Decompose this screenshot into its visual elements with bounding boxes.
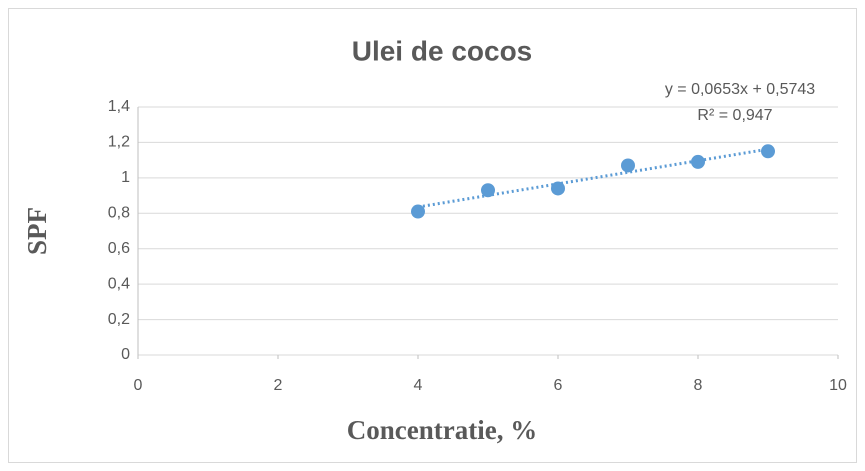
y-tick-label: 1 — [121, 169, 130, 186]
trendline-equation: y = 0,0653x + 0,5743 — [665, 81, 815, 98]
trendline-r2: R² = 0,947 — [697, 107, 772, 124]
y-tick-label: 0,8 — [108, 205, 130, 222]
chart-border — [8, 8, 857, 463]
trendline — [417, 147, 769, 209]
x-tick-label: 8 — [694, 377, 703, 394]
y-tick-label: 1,4 — [108, 98, 130, 115]
data-point — [691, 154, 705, 169]
x-tick-label: 6 — [554, 377, 563, 394]
data-point — [621, 158, 635, 173]
x-tick-label: 10 — [829, 377, 847, 394]
x-tick-label: 2 — [274, 377, 283, 394]
data-point — [761, 144, 775, 159]
x-tick-label: 4 — [414, 377, 423, 394]
x-axis-label: Concentratie, % — [347, 415, 537, 445]
y-tick-label: 0,2 — [108, 311, 130, 328]
y-tick-label: 0,6 — [108, 240, 130, 257]
y-axis-label: SPF — [22, 207, 52, 255]
y-tick-label: 0 — [121, 346, 130, 363]
y-tick-label: 0,4 — [108, 275, 130, 292]
x-tick-label: 0 — [134, 377, 143, 394]
chart-title: Ulei de cocos — [352, 35, 533, 66]
data-point — [481, 183, 495, 198]
data-point — [551, 181, 565, 196]
data-point — [411, 204, 425, 219]
y-tick-label: 1,2 — [108, 134, 130, 151]
